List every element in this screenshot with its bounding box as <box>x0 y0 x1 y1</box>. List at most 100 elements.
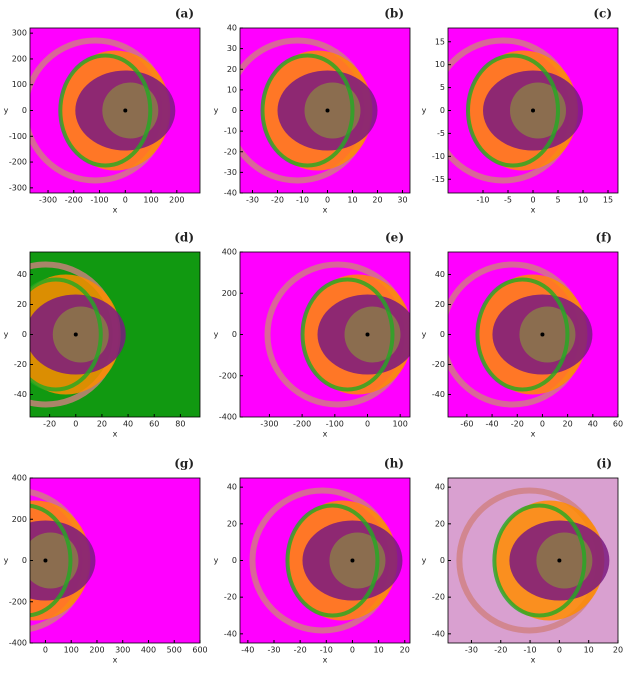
region <box>510 82 566 139</box>
x-tick-label: 0 <box>350 646 355 655</box>
y-tick-label: 0 <box>232 330 237 339</box>
attractor <box>73 332 78 337</box>
x-tick-label: -10 <box>476 196 489 205</box>
region <box>52 306 109 363</box>
y-tick-label: -40 <box>224 189 237 198</box>
x-tick-label: 0 <box>540 420 545 429</box>
x-tick-label: 300 <box>115 646 130 655</box>
x-tick-label: 10 <box>374 646 384 655</box>
y-tick-label: 0 <box>22 556 27 565</box>
y-tick-label: 40 <box>227 483 237 492</box>
region <box>519 306 576 363</box>
y-tick-label: -400 <box>219 413 237 422</box>
y-tick-label: 400 <box>12 474 27 483</box>
x-tick-label: 60 <box>149 420 159 429</box>
band <box>300 277 395 392</box>
y-tick-label: 200 <box>12 54 27 63</box>
x-tick-label: -20 <box>43 420 56 429</box>
y-tick-label: -30 <box>224 168 237 177</box>
y-tick-label: 40 <box>435 270 445 279</box>
y-tick-label: 200 <box>12 515 27 524</box>
panel-label: (c) <box>593 7 612 21</box>
x-axis-label: x <box>113 206 118 215</box>
x-tick-label: 400 <box>141 646 156 655</box>
attractor <box>540 332 545 337</box>
x-tick-label: -40 <box>241 646 254 655</box>
y-tick-label: -20 <box>224 147 237 156</box>
band <box>30 503 73 618</box>
region <box>102 82 159 139</box>
y-tick-label: -10 <box>224 127 237 136</box>
x-tick-label: -300 <box>39 196 57 205</box>
attractor <box>531 108 535 113</box>
y-tick-label: -20 <box>432 593 445 602</box>
band <box>492 503 587 618</box>
x-axis-label: x <box>323 430 328 439</box>
x-tick-label: -20 <box>271 196 284 205</box>
x-tick-label: -100 <box>90 196 108 205</box>
panel-label: (f) <box>595 231 612 245</box>
y-tick-label: 40 <box>435 483 445 492</box>
y-axis-label: y <box>422 106 427 115</box>
y-axis-label: y <box>214 330 219 339</box>
x-tick-label: 40 <box>588 420 598 429</box>
y-tick-label: 0 <box>440 330 445 339</box>
x-tick-label: -30 <box>465 646 478 655</box>
x-tick-label: 0 <box>43 646 48 655</box>
x-tick-label: 20 <box>613 646 623 655</box>
y-tick-label: 100 <box>12 80 27 89</box>
y-tick-label: 15 <box>435 37 445 46</box>
y-tick-label: 0 <box>232 106 237 115</box>
band <box>466 53 560 168</box>
y-tick-label: 10 <box>227 85 237 94</box>
y-tick-label: -5 <box>437 129 445 138</box>
y-axis-label: y <box>4 106 9 115</box>
panel-label: (d) <box>174 231 194 245</box>
panel-label: (i) <box>596 457 612 471</box>
y-tick-label: -40 <box>14 390 27 399</box>
y-tick-label: 40 <box>17 270 27 279</box>
x-tick-label: 10 <box>347 196 357 205</box>
region <box>30 532 79 589</box>
x-tick-label: 0 <box>325 196 330 205</box>
y-tick-label: -15 <box>432 175 445 184</box>
y-axis-label: y <box>214 556 219 565</box>
x-tick-label: 20 <box>97 420 107 429</box>
x-tick-label: 5 <box>555 196 560 205</box>
x-axis-label: x <box>113 656 118 665</box>
y-tick-label: 20 <box>227 519 237 528</box>
x-axis-label: x <box>531 656 536 665</box>
y-tick-label: -400 <box>9 639 27 648</box>
x-tick-label: 0 <box>557 646 562 655</box>
plot-area <box>240 28 410 193</box>
attractor <box>365 332 370 337</box>
y-tick-label: 0 <box>22 106 27 115</box>
y-axis-label: y <box>214 106 219 115</box>
x-tick-label: -300 <box>260 420 278 429</box>
y-axis-label: y <box>422 556 427 565</box>
x-tick-label: 0 <box>73 420 78 429</box>
attractor <box>325 108 330 113</box>
y-tick-label: 10 <box>435 60 445 69</box>
band <box>285 503 380 618</box>
x-tick-label: 60 <box>613 420 623 429</box>
plot-area <box>448 478 618 643</box>
plot-area <box>240 252 410 417</box>
y-tick-label: -20 <box>224 593 237 602</box>
y-tick-label: -20 <box>432 360 445 369</box>
x-tick-label: 0 <box>365 420 370 429</box>
y-tick-label: 300 <box>12 29 27 38</box>
y-tick-label: -300 <box>9 183 27 192</box>
panel-label: (h) <box>384 457 404 471</box>
x-tick-label: 100 <box>64 646 79 655</box>
x-tick-label: -200 <box>65 196 83 205</box>
y-tick-label: 20 <box>17 300 27 309</box>
plot-area <box>30 478 200 643</box>
x-tick-label: -10 <box>320 646 333 655</box>
x-tick-label: -10 <box>296 196 309 205</box>
x-axis-label: x <box>323 206 328 215</box>
x-tick-label: -200 <box>293 420 311 429</box>
y-tick-label: -40 <box>432 390 445 399</box>
y-tick-label: 20 <box>435 519 445 528</box>
y-tick-label: -20 <box>14 360 27 369</box>
